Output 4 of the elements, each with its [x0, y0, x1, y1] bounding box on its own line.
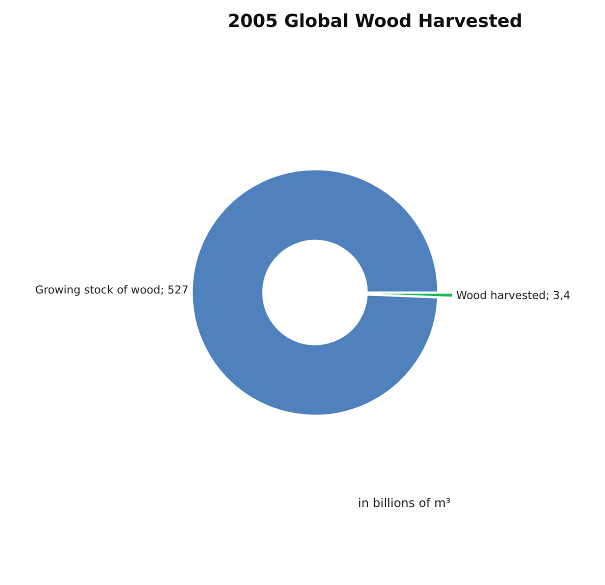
slice-label: Growing stock of wood; 527	[35, 284, 189, 297]
slice-label: Wood harvested; 3,4	[456, 288, 570, 302]
chart-title: 2005 Global Wood Harvested	[228, 11, 522, 32]
text: in billions of m³	[358, 496, 451, 510]
